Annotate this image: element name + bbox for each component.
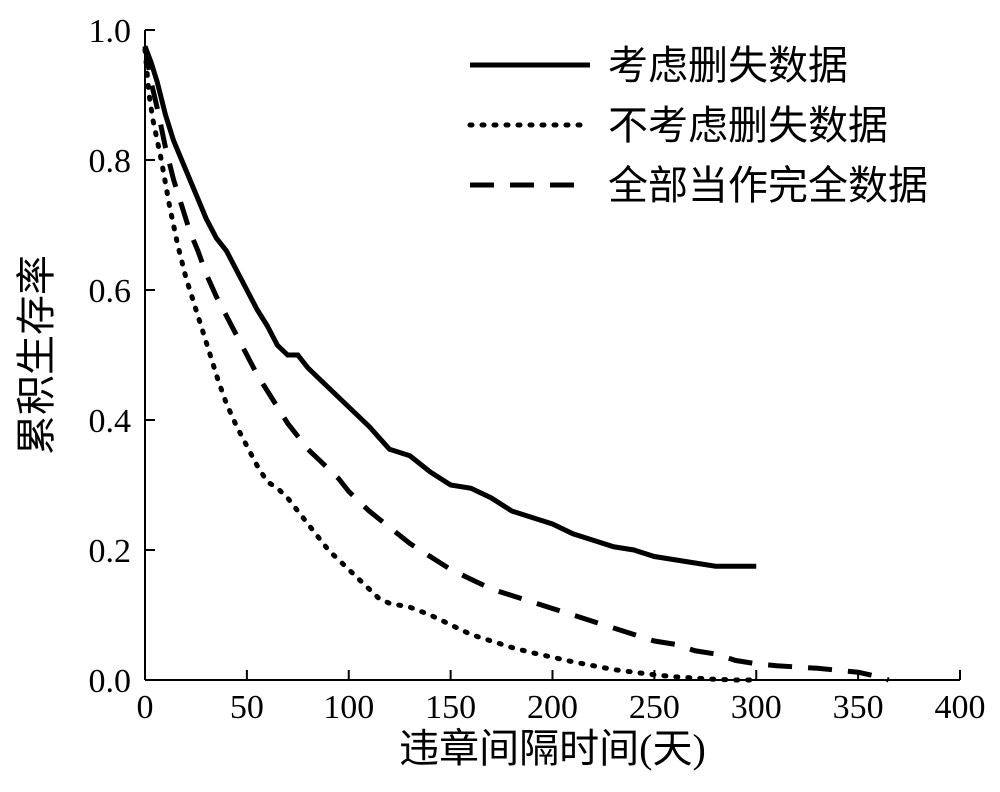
x-tick-label: 250 <box>629 689 680 726</box>
x-tick-label: 300 <box>731 689 782 726</box>
y-tick-label: 0.0 <box>89 663 132 700</box>
x-tick-label: 350 <box>833 689 884 726</box>
x-tick-label: 100 <box>323 689 374 726</box>
x-tick-label: 400 <box>935 689 986 726</box>
x-axis-label: 违章间隔时间(天) <box>399 726 706 771</box>
y-tick-label: 0.2 <box>89 533 132 570</box>
y-tick-label: 0.4 <box>89 403 132 440</box>
legend-label: 考虑删失数据 <box>608 43 848 88</box>
x-tick-label: 50 <box>230 689 264 726</box>
x-tick-label: 200 <box>527 689 578 726</box>
x-tick-label: 0 <box>137 689 154 726</box>
y-tick-label: 0.8 <box>89 143 132 180</box>
legend-label: 不考虑删失数据 <box>608 103 888 148</box>
y-tick-label: 0.6 <box>89 273 132 310</box>
survival-chart: 0 50 100 150 200 250 300 350 400 0.0 0.2 0.4 0.6 0.8 1… <box>0 0 1000 792</box>
chart-svg: 0 50 100 150 200 250 300 350 400 0.0 0.2 0.4 0.6 0.8 1… <box>0 0 1000 792</box>
legend-label: 全部当作完全数据 <box>608 163 928 208</box>
y-axis-label: 累积生存率 <box>14 255 59 455</box>
x-tick-label: 150 <box>425 689 476 726</box>
y-tick-label: 1.0 <box>89 13 132 50</box>
